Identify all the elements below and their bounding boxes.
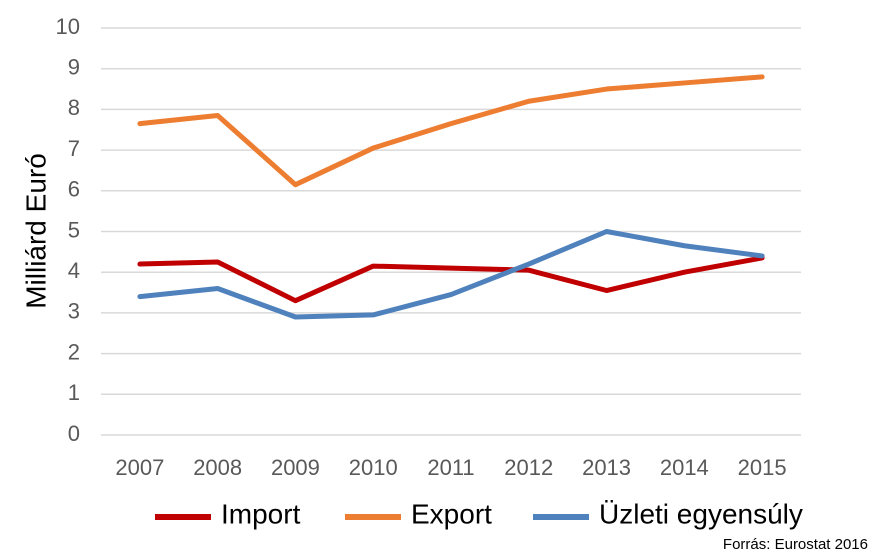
y-tick-label: 2 <box>68 339 80 364</box>
y-tick-label: 9 <box>68 55 80 80</box>
x-tick-label: 2009 <box>271 455 320 480</box>
y-tick-label: 10 <box>56 14 80 39</box>
y-tick-label: 8 <box>68 95 80 120</box>
line-series <box>137 74 765 188</box>
x-tick-label: 2010 <box>349 455 398 480</box>
x-tick-label: 2007 <box>115 455 164 480</box>
y-tick-label: 6 <box>68 177 80 202</box>
source-note: Forrás: Eurostat 2016 <box>723 536 868 553</box>
y-tick-label: 5 <box>68 217 80 242</box>
x-tick-label: 2008 <box>193 455 242 480</box>
legend-label: Import <box>221 498 301 529</box>
line-series <box>137 229 765 320</box>
y-tick-label: 3 <box>68 299 80 324</box>
y-tick-label: 0 <box>68 421 80 446</box>
y-tick-label: 1 <box>68 380 80 405</box>
x-tick-label: 2013 <box>582 455 631 480</box>
line-series <box>137 255 765 304</box>
x-tick-label: 2012 <box>504 455 553 480</box>
x-tick-label: 2011 <box>427 455 474 480</box>
y-tick-label: 4 <box>68 258 80 283</box>
legend-label: Üzleti egyensúly <box>599 498 803 529</box>
legend-label: Export <box>411 498 492 529</box>
y-tick-label: 7 <box>68 136 80 161</box>
y-axis-label: Milliárd Euró <box>20 153 51 309</box>
x-tick-label: 2014 <box>660 455 709 480</box>
x-tick-label: 2015 <box>738 455 787 480</box>
